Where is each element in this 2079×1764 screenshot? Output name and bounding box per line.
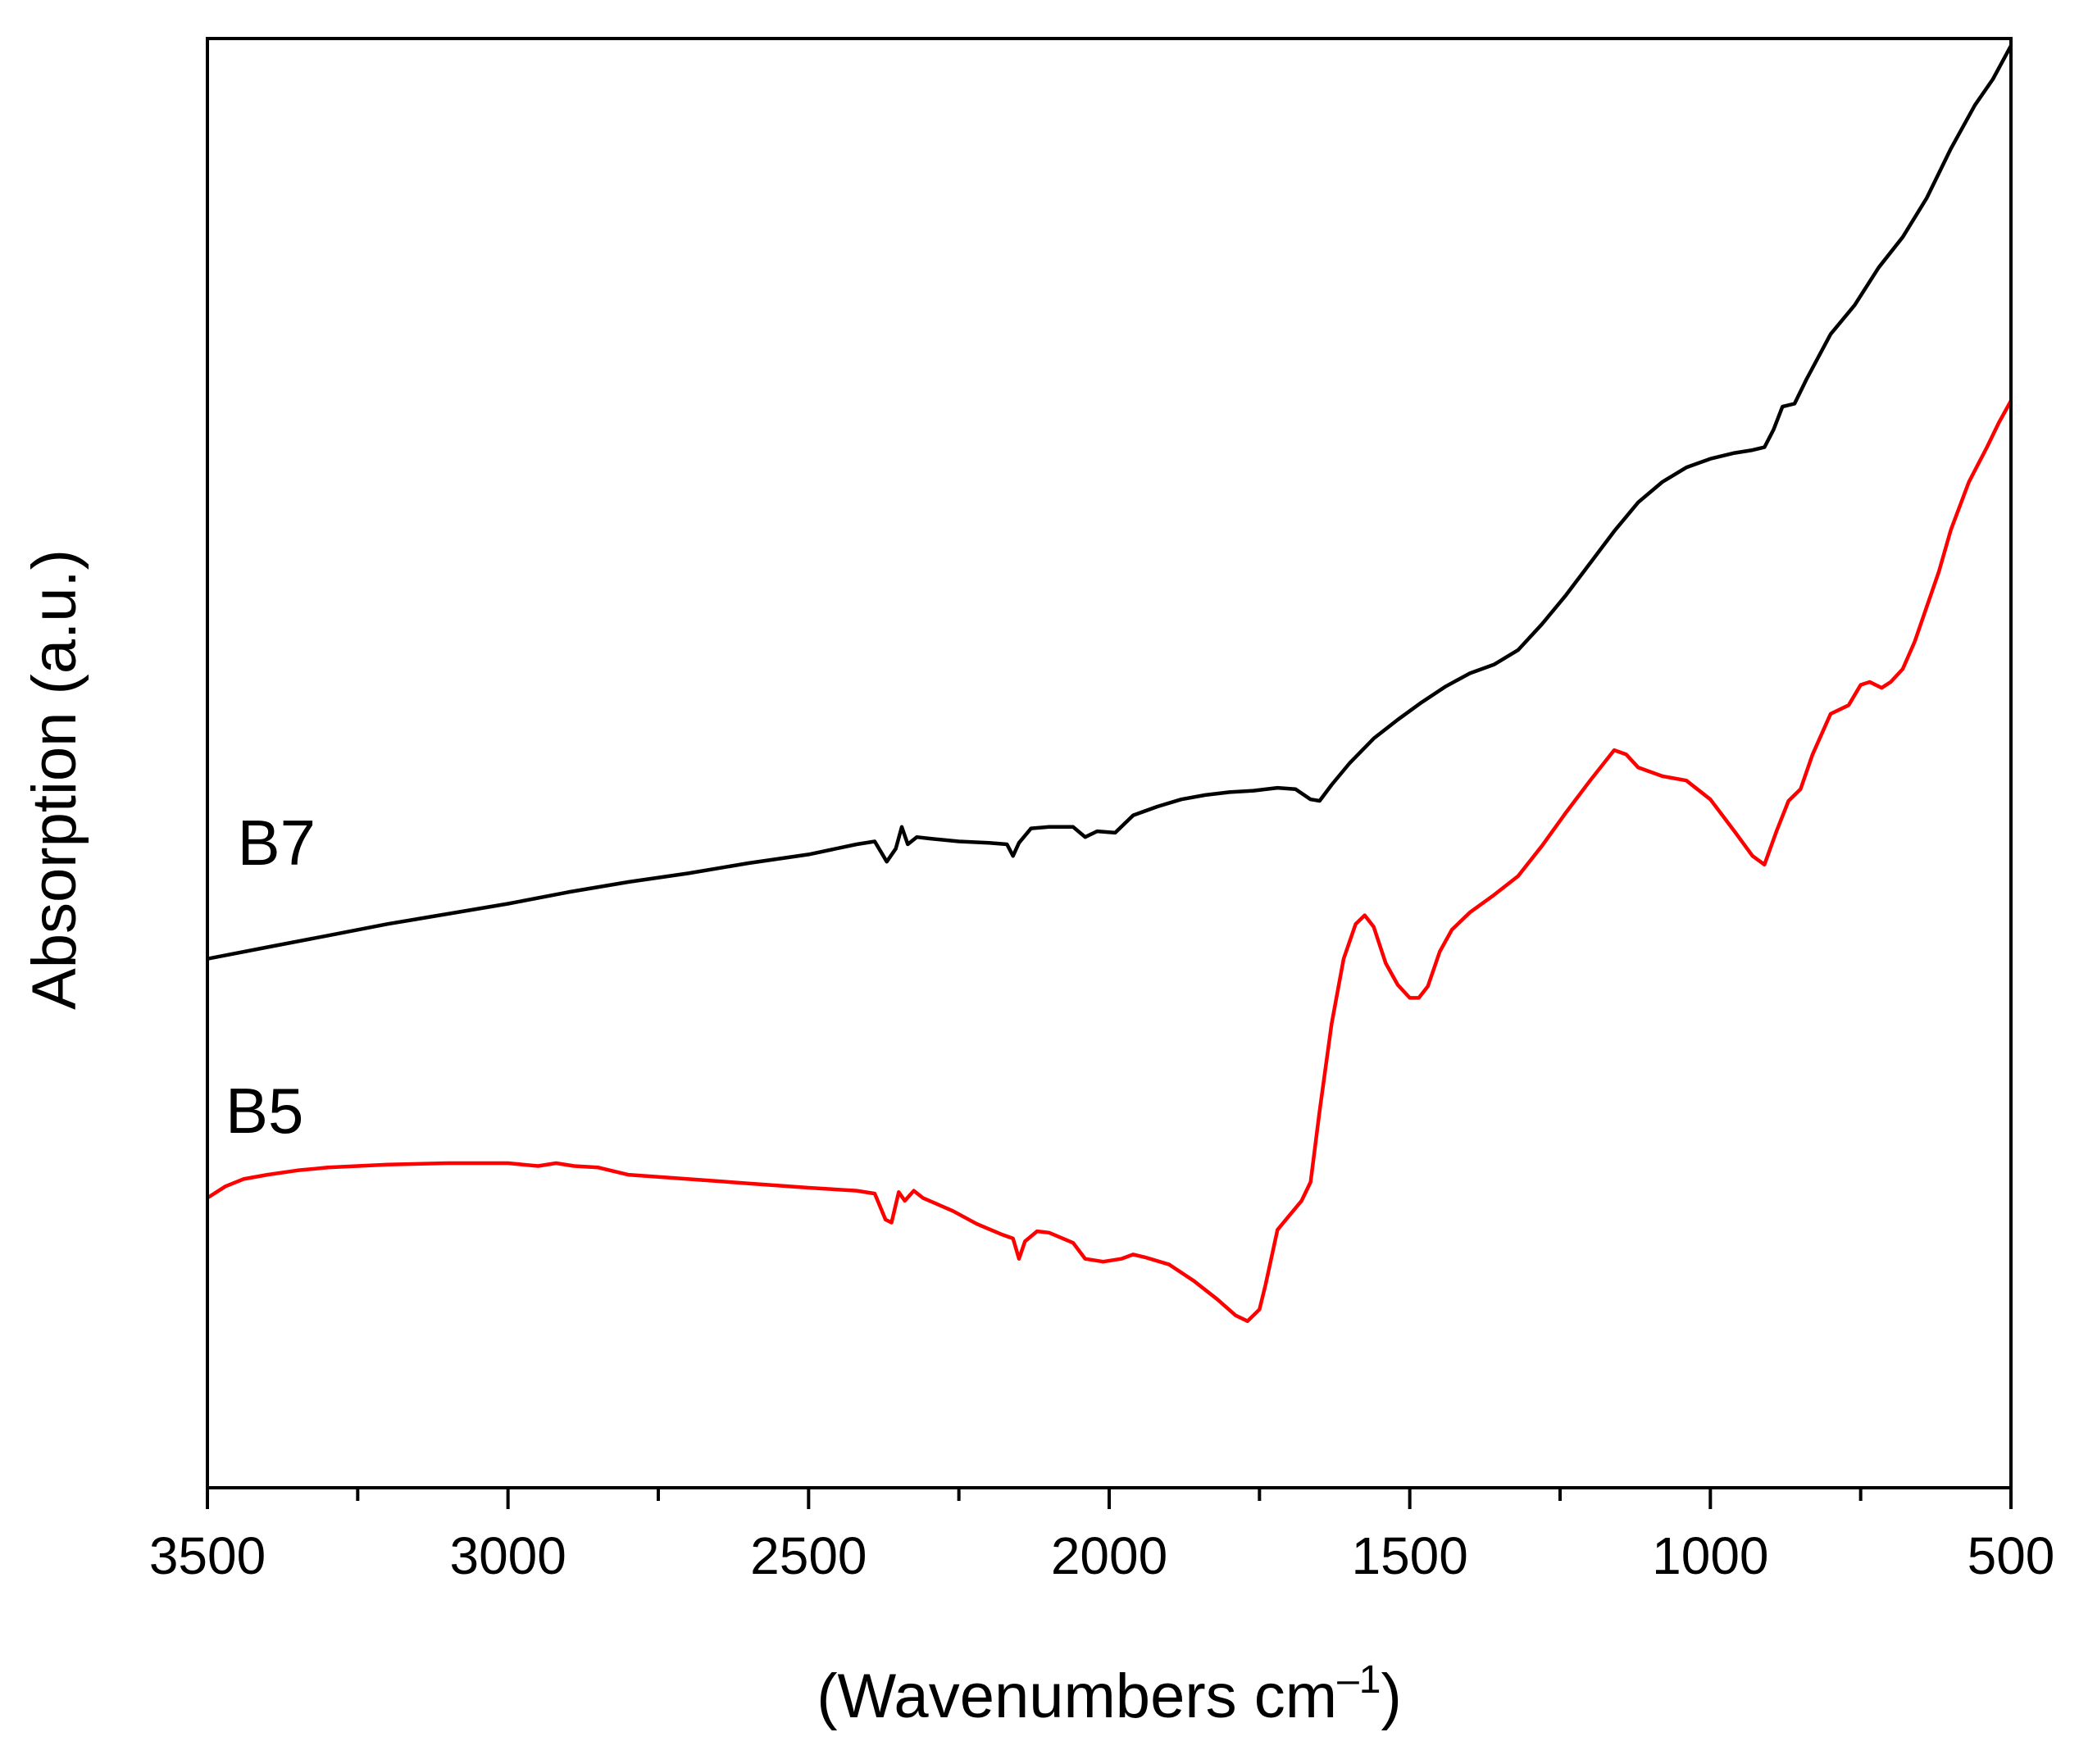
x-axis-title: (Wavenumbers cm–1) <box>817 1658 1402 1731</box>
x-axis-title-close: ) <box>1381 1662 1401 1731</box>
x-tick-label: 3500 <box>149 1526 266 1585</box>
x-tick-label: 500 <box>1968 1526 2055 1585</box>
x-axis-title-main: (Wavenumbers cm <box>817 1662 1337 1731</box>
x-tick-label: 1500 <box>1351 1526 1467 1585</box>
y-axis-title: Absorption (a.u.) <box>20 549 89 1010</box>
x-tick-label: 1000 <box>1652 1526 1768 1585</box>
x-tick-label: 2000 <box>1051 1526 1167 1585</box>
x-axis-title-superscript: –1 <box>1337 1658 1381 1702</box>
series-label-b5: B5 <box>225 1075 303 1147</box>
plot-frame <box>206 37 2013 1489</box>
series-layer <box>206 44 2013 1323</box>
x-axis-ticks: 3500 3000 2500 2000 1500 1000 500 <box>149 1488 2055 1585</box>
series-labels: B7 B5 <box>225 807 316 1147</box>
x-tick-label: 3000 <box>449 1526 566 1585</box>
series-line-b7 <box>207 44 2013 961</box>
series-line-b5 <box>206 399 2013 1323</box>
x-tick-label: 2500 <box>750 1526 867 1585</box>
series-label-b7: B7 <box>238 807 316 879</box>
